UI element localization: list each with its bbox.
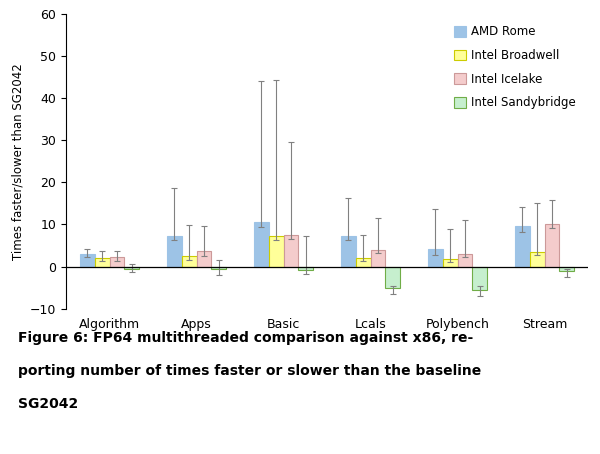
Bar: [530, 252, 545, 266]
Bar: [254, 222, 269, 266]
Bar: [341, 236, 356, 266]
Bar: [284, 235, 298, 266]
Bar: [559, 266, 574, 271]
Text: porting number of times faster or slower than the baseline: porting number of times faster or slower…: [18, 364, 481, 378]
Bar: [197, 251, 211, 266]
Bar: [458, 254, 472, 266]
Bar: [110, 257, 124, 266]
Legend: AMD Rome, Intel Broadwell, Intel Icelake, Intel Sandybridge: AMD Rome, Intel Broadwell, Intel Icelake…: [448, 20, 582, 115]
Bar: [269, 236, 284, 266]
Bar: [515, 226, 530, 266]
Bar: [211, 266, 226, 269]
Bar: [356, 258, 371, 266]
Bar: [298, 266, 313, 270]
Bar: [80, 254, 95, 266]
Y-axis label: Times faster/slower than SG2042: Times faster/slower than SG2042: [11, 63, 25, 260]
Bar: [124, 266, 139, 269]
Text: SG2042: SG2042: [18, 397, 78, 411]
Bar: [167, 236, 182, 266]
Bar: [472, 266, 487, 290]
Bar: [545, 223, 559, 266]
Bar: [182, 257, 197, 266]
Bar: [443, 259, 458, 266]
Bar: [428, 249, 443, 266]
Bar: [385, 266, 400, 288]
Text: Figure 6: FP64 multithreaded comparison against x86, re-: Figure 6: FP64 multithreaded comparison …: [18, 331, 473, 345]
Bar: [371, 250, 385, 266]
Bar: [95, 258, 110, 266]
